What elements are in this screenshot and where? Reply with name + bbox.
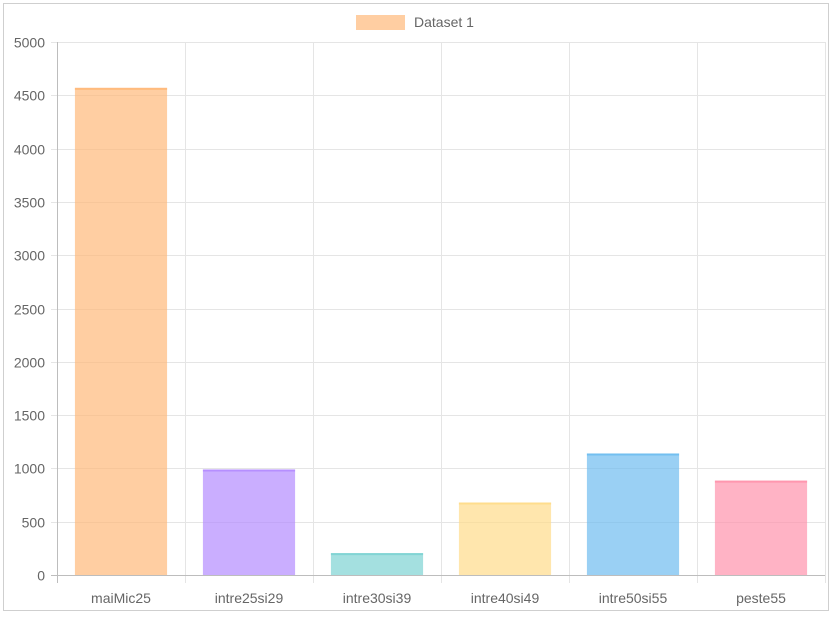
legend-label-dataset-1: Dataset 1 xyxy=(414,14,474,30)
bar-intre50si55[interactable] xyxy=(586,453,680,575)
bar-intre30si39[interactable] xyxy=(330,553,424,575)
y-tick-label: 0 xyxy=(37,568,45,584)
bar-intre40si49[interactable] xyxy=(458,502,552,575)
legend-swatch xyxy=(356,15,405,30)
x-tick-label-intre50si55: intre50si55 xyxy=(599,590,668,606)
chart-axes xyxy=(51,42,825,583)
x-tick-label-intre25si29: intre25si29 xyxy=(215,590,284,606)
chart-legend[interactable]: Dataset 1 xyxy=(356,14,474,30)
y-tick-label: 500 xyxy=(22,515,46,531)
bar-maiMic25[interactable] xyxy=(74,87,168,575)
bar-peste55[interactable] xyxy=(714,480,808,575)
chart-bars xyxy=(74,87,808,575)
x-tick-label-maiMic25: maiMic25 xyxy=(91,590,151,606)
grid-lines xyxy=(51,42,826,583)
y-axis-tick-labels: 0 500 1000 1500 2000 2500 3000 3500 4000 4500 5000 xyxy=(14,35,45,584)
y-tick-label: 1500 xyxy=(14,408,45,424)
y-tick-label: 4000 xyxy=(14,142,45,158)
bar-intre25si29[interactable] xyxy=(202,469,296,575)
x-tick-label-intre30si39: intre30si39 xyxy=(343,590,412,606)
y-tick-label: 4500 xyxy=(14,88,45,104)
x-axis-tick-labels: maiMic25 intre25si29 intre30si39 intre40si4… xyxy=(91,590,786,606)
y-tick-label: 3500 xyxy=(14,195,45,211)
y-tick-label: 5000 xyxy=(14,35,45,51)
y-tick-label: 2000 xyxy=(14,355,45,371)
x-tick-label-intre40si49: intre40si49 xyxy=(471,590,540,606)
y-tick-label: 1000 xyxy=(14,461,45,477)
x-tick-label-peste55: peste55 xyxy=(736,590,786,606)
y-tick-label: 3000 xyxy=(14,248,45,264)
y-tick-label: 2500 xyxy=(14,302,45,318)
